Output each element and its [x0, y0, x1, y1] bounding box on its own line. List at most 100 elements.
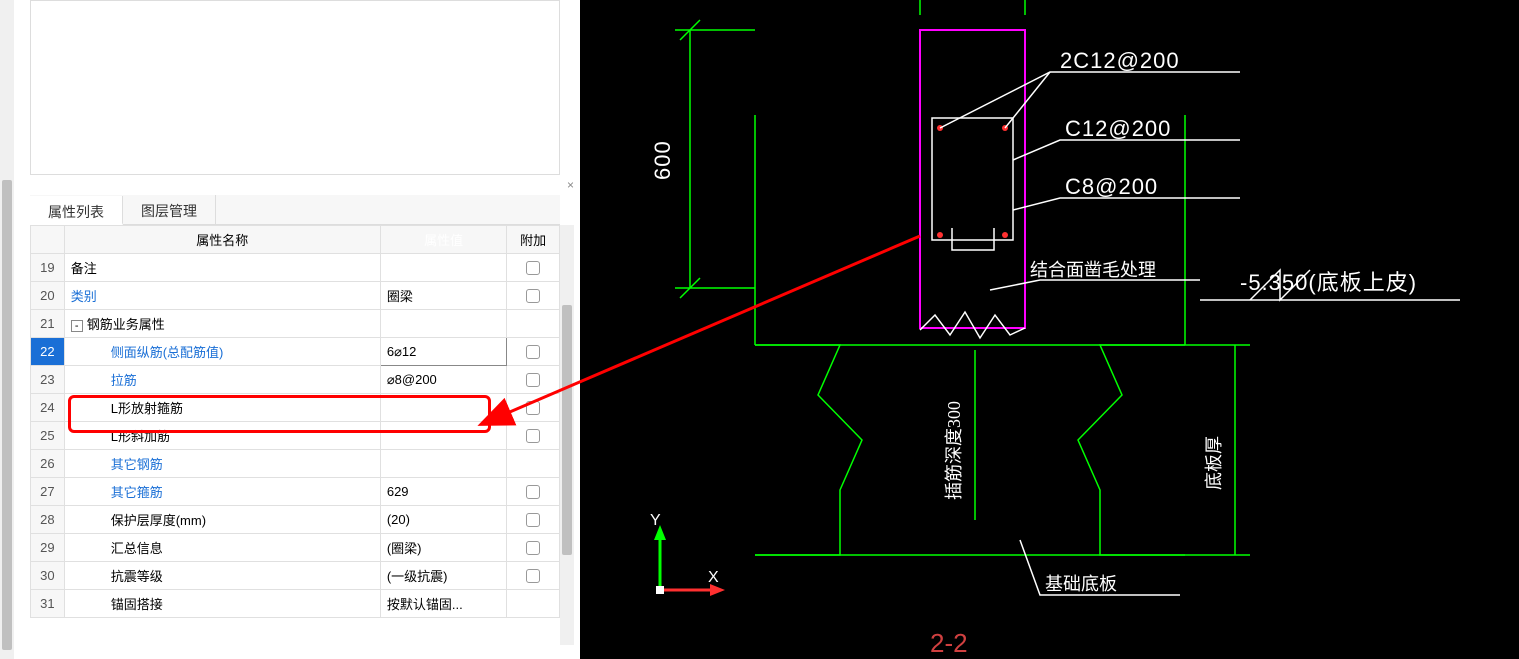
extra-checkbox-cell[interactable]: [507, 562, 560, 590]
property-name[interactable]: 拉筋: [64, 366, 380, 394]
extra-checkbox-cell[interactable]: [507, 366, 560, 394]
tab-layer-management[interactable]: 图层管理: [123, 195, 216, 224]
extra-checkbox-cell[interactable]: [507, 394, 560, 422]
row-number: 21: [31, 310, 65, 338]
property-name[interactable]: 汇总信息: [64, 534, 380, 562]
table-row[interactable]: 24L形放射箍筋: [31, 394, 560, 422]
property-name[interactable]: 锚固搭接: [64, 590, 380, 618]
row-number: 30: [31, 562, 65, 590]
property-value[interactable]: (20): [380, 506, 506, 534]
table-row[interactable]: 21-钢筋业务属性: [31, 310, 560, 338]
label-elevation: -5.350(底板上皮): [1240, 270, 1417, 295]
property-value[interactable]: 按默认锚固...: [380, 590, 506, 618]
label-note1: 结合面凿毛处理: [1030, 260, 1156, 280]
extra-checkbox-cell[interactable]: [507, 590, 560, 618]
property-value[interactable]: [380, 254, 506, 282]
row-number: 26: [31, 450, 65, 478]
axis-y-label: Y: [650, 512, 661, 529]
checkbox-icon[interactable]: [526, 485, 540, 499]
property-value[interactable]: (圈梁): [380, 534, 506, 562]
checkbox-icon[interactable]: [526, 513, 540, 527]
property-name[interactable]: 保护层厚度(mm): [64, 506, 380, 534]
extra-checkbox-cell[interactable]: [507, 450, 560, 478]
extra-checkbox-cell[interactable]: [507, 506, 560, 534]
property-name[interactable]: L形放射箍筋: [64, 394, 380, 422]
extra-checkbox-cell[interactable]: [507, 422, 560, 450]
property-table-wrap: 属性名称 属性值 附加 19备注20类别圈梁21-钢筋业务属性22侧面纵筋(总配…: [30, 225, 560, 655]
table-row[interactable]: 22侧面纵筋(总配筋值)6⌀12: [31, 338, 560, 366]
table-row[interactable]: 28保护层厚度(mm)(20): [31, 506, 560, 534]
property-value[interactable]: 圈梁: [380, 282, 506, 310]
extra-checkbox-cell[interactable]: [507, 282, 560, 310]
extra-checkbox-cell[interactable]: [507, 254, 560, 282]
preview-area: [30, 0, 560, 175]
checkbox-icon[interactable]: [526, 261, 540, 275]
table-row[interactable]: 29汇总信息(圈梁): [31, 534, 560, 562]
dim-600: 600: [650, 140, 675, 180]
property-name[interactable]: 类别: [64, 282, 380, 310]
checkbox-icon[interactable]: [526, 345, 540, 359]
col-header-name: 属性名称: [64, 226, 380, 254]
table-scrollbar[interactable]: [560, 225, 574, 645]
ucs-icon: Y X: [650, 512, 725, 596]
extra-checkbox-cell[interactable]: [507, 478, 560, 506]
property-name[interactable]: 其它箍筋: [64, 478, 380, 506]
table-scrollbar-thumb[interactable]: [562, 305, 572, 555]
checkbox-icon[interactable]: [526, 373, 540, 387]
row-number: 22: [31, 338, 65, 366]
property-value[interactable]: [380, 422, 506, 450]
table-row[interactable]: 19备注: [31, 254, 560, 282]
label-rebar2: C12@200: [1065, 116, 1171, 141]
table-row[interactable]: 26其它钢筋: [31, 450, 560, 478]
property-value[interactable]: ⌀8@200: [380, 366, 506, 394]
row-number: 24: [31, 394, 65, 422]
expander-icon[interactable]: -: [71, 320, 83, 332]
property-name[interactable]: 抗震等级: [64, 562, 380, 590]
row-number: 31: [31, 590, 65, 618]
extra-checkbox-cell[interactable]: [507, 338, 560, 366]
table-row[interactable]: 23拉筋⌀8@200: [31, 366, 560, 394]
property-value[interactable]: 629: [380, 478, 506, 506]
properties-panel: × 属性列表 图层管理 属性名称 属性值 附加 19备注20类别圈梁21-钢筋业…: [0, 0, 580, 659]
property-name[interactable]: -钢筋业务属性: [64, 310, 380, 338]
checkbox-icon[interactable]: [526, 429, 540, 443]
outer-scrollbar-thumb[interactable]: [2, 180, 12, 650]
property-value[interactable]: [380, 450, 506, 478]
checkbox-icon[interactable]: [526, 289, 540, 303]
extra-checkbox-cell[interactable]: [507, 534, 560, 562]
property-table: 属性名称 属性值 附加 19备注20类别圈梁21-钢筋业务属性22侧面纵筋(总配…: [30, 225, 560, 618]
tab-property-list[interactable]: 属性列表: [30, 196, 123, 225]
checkbox-icon[interactable]: [526, 569, 540, 583]
row-number: 29: [31, 534, 65, 562]
col-header-num: [31, 226, 65, 254]
checkbox-icon[interactable]: [526, 401, 540, 415]
label-base: 基础底板: [1045, 574, 1117, 594]
property-value[interactable]: [380, 310, 506, 338]
table-row[interactable]: 20类别圈梁: [31, 282, 560, 310]
property-name[interactable]: L形斜加筋: [64, 422, 380, 450]
table-row[interactable]: 25L形斜加筋: [31, 422, 560, 450]
row-number: 27: [31, 478, 65, 506]
property-name[interactable]: 侧面纵筋(总配筋值): [64, 338, 380, 366]
label-thickness: 底板厚: [1204, 436, 1224, 490]
table-row[interactable]: 30抗震等级(一级抗震): [31, 562, 560, 590]
close-icon[interactable]: ×: [567, 178, 574, 192]
table-row[interactable]: 27其它箍筋629: [31, 478, 560, 506]
cad-viewport[interactable]: 200 600 2C12@200 C12@200 C8@200 结合面凿毛处理: [580, 0, 1519, 659]
row-number: 25: [31, 422, 65, 450]
property-name[interactable]: 备注: [64, 254, 380, 282]
row-number: 19: [31, 254, 65, 282]
col-header-value[interactable]: 属性值: [380, 226, 506, 254]
property-value[interactable]: [380, 394, 506, 422]
property-value[interactable]: 6⌀12: [380, 338, 506, 366]
property-name[interactable]: 其它钢筋: [64, 450, 380, 478]
outer-scrollbar[interactable]: [0, 0, 14, 659]
extra-checkbox-cell[interactable]: [507, 310, 560, 338]
checkbox-icon[interactable]: [526, 541, 540, 555]
row-number: 28: [31, 506, 65, 534]
axis-x-label: X: [708, 569, 719, 586]
panel-tabs: 属性列表 图层管理: [30, 195, 560, 225]
table-row[interactable]: 31锚固搭接按默认锚固...: [31, 590, 560, 618]
label-rebar1: 2C12@200: [1060, 48, 1180, 73]
property-value[interactable]: (一级抗震): [380, 562, 506, 590]
